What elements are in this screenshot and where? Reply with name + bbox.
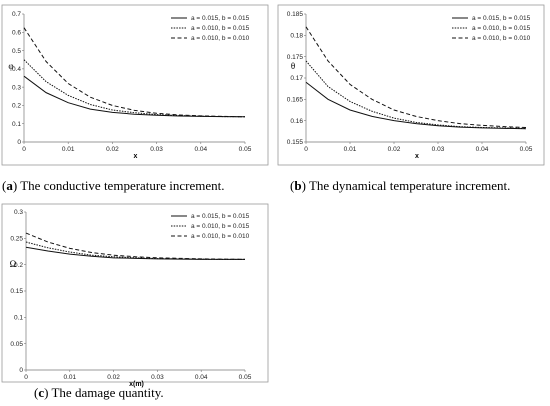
x-tick-label: 0.02 (107, 374, 120, 381)
y-tick-label: 0.25 (10, 236, 23, 243)
y-tick-label: 0.2 (14, 262, 23, 269)
x-tick-label: 0.05 (520, 146, 533, 153)
chart-panel-b: 0.155 0.16 0.165 0.17 0.175 0.18 0.185 0 0.01 0.0… (276, 0, 548, 175)
y-tick-label: 0.16 (290, 118, 303, 125)
x-tick-label: 0.04 (194, 146, 207, 153)
series-line-3 (23, 27, 246, 118)
y-tick-label: 0.18 (290, 33, 303, 40)
legend-label-2: a = 0.010, b = 0.015 (191, 25, 250, 32)
y-tick-label: 0.4 (12, 66, 21, 73)
caption-a: (a) The conductive temperature increment… (2, 178, 225, 193)
chart-frame (277, 4, 545, 166)
x-tick-label: 0 (24, 374, 28, 381)
x-tick-label: 0.03 (151, 374, 164, 381)
x-tick-label: 0.01 (62, 146, 75, 153)
x-tick-label: 0.01 (63, 374, 76, 381)
chart-b: 0.155 0.16 0.165 0.17 0.175 0.18 0.185 0 0.01 0.0… (277, 4, 545, 166)
x-tick-label: 0.05 (239, 374, 252, 381)
y-axis-label: Ω (10, 259, 17, 269)
caption-a-text: The conductive temperature increment. (20, 178, 225, 193)
series-line-1 (305, 81, 527, 130)
chart-frame (1, 203, 269, 383)
caption-b: (b) The dynamical temperature increment. (290, 178, 511, 193)
x-axis-label: x (415, 153, 419, 160)
chart-panel-a: 0 0.1 0.2 0.3 0.4 0.5 0.6 0.7 0 0.01 0.02 0.03 0.04 0… (0, 0, 272, 175)
x-tick-label: 0.02 (388, 146, 401, 153)
legend-label-2: a = 0.010, b = 0.015 (472, 25, 531, 32)
x-tick-label: 0.03 (150, 146, 163, 153)
y-tick-label: 0.2 (12, 103, 21, 110)
legend-label-2: a = 0.010, b = 0.015 (191, 223, 250, 230)
y-tick-label: 0.185 (287, 11, 304, 18)
y-tick-label: 0.155 (287, 139, 304, 146)
x-axis-label: x(m) (129, 381, 144, 388)
x-tick-label: 0.04 (476, 146, 489, 153)
legend-label-1: a = 0.015, b = 0.015 (191, 15, 250, 22)
chart-c: 0 0.05 0.1 0.15 0.2 0.25 0.3 0 0.01 0.02 0.03 0.04 0… (1, 203, 269, 388)
legend-label-3: a = 0.010, b = 0.010 (191, 233, 250, 240)
y-tick-label: 0.7 (12, 11, 21, 18)
x-tick-label: 0.01 (344, 146, 357, 153)
x-tick-label: 0.04 (195, 374, 208, 381)
y-tick-label: 0.5 (12, 48, 21, 55)
caption-c-letter: c (38, 385, 45, 400)
caption-a-letter: a (6, 178, 13, 193)
legend-label-1: a = 0.015, b = 0.015 (191, 213, 250, 220)
series-line-2 (305, 60, 527, 129)
x-axis-label: x (134, 153, 138, 160)
y-tick-label: 0.175 (287, 54, 304, 61)
caption-c-text: The damage quantity. (51, 385, 164, 400)
x-tick-label: 0.03 (432, 146, 445, 153)
series-line-3 (305, 26, 527, 128)
y-tick-label: 0.1 (12, 121, 21, 128)
y-tick-label: 0.165 (287, 97, 304, 104)
caption-b-text: The dynamical temperature increment. (308, 178, 511, 193)
y-tick-label: 0 (19, 367, 23, 374)
y-tick-label: 0.1 (14, 315, 23, 322)
y-tick-label: 0.05 (10, 341, 23, 348)
x-tick-label: 0.05 (239, 146, 252, 153)
y-axis-label: φ (8, 61, 13, 71)
y-tick-label: 0 (17, 139, 21, 146)
x-tick-label: 0.02 (106, 146, 119, 153)
legend-label-3: a = 0.010, b = 0.010 (472, 35, 531, 42)
y-tick-label: 0.15 (10, 288, 23, 295)
y-axis-label: θ (291, 61, 295, 71)
caption-b-letter: b (294, 178, 302, 193)
chart-a: 0 0.1 0.2 0.3 0.4 0.5 0.6 0.7 0 0.01 0.02 0.03 0.04 0… (1, 4, 269, 166)
y-tick-label: 0.6 (12, 29, 21, 36)
series-line-2 (23, 59, 246, 118)
y-tick-label: 0.17 (290, 75, 303, 82)
x-tick-label: 0 (304, 146, 308, 153)
x-tick-label: 0 (22, 146, 26, 153)
y-tick-label: 0.3 (14, 209, 23, 216)
y-tick-label: 0.3 (12, 84, 21, 91)
series-line-3 (25, 232, 246, 260)
legend-label-1: a = 0.015, b = 0.015 (472, 15, 531, 22)
legend-label-3: a = 0.010, b = 0.010 (191, 35, 250, 42)
chart-frame (1, 4, 269, 166)
caption-c: (c) The damage quantity. (34, 385, 164, 400)
chart-panel-c: 0 0.05 0.1 0.15 0.2 0.25 0.3 0 0.01 0.02 0.03 0.04 0… (0, 202, 272, 388)
